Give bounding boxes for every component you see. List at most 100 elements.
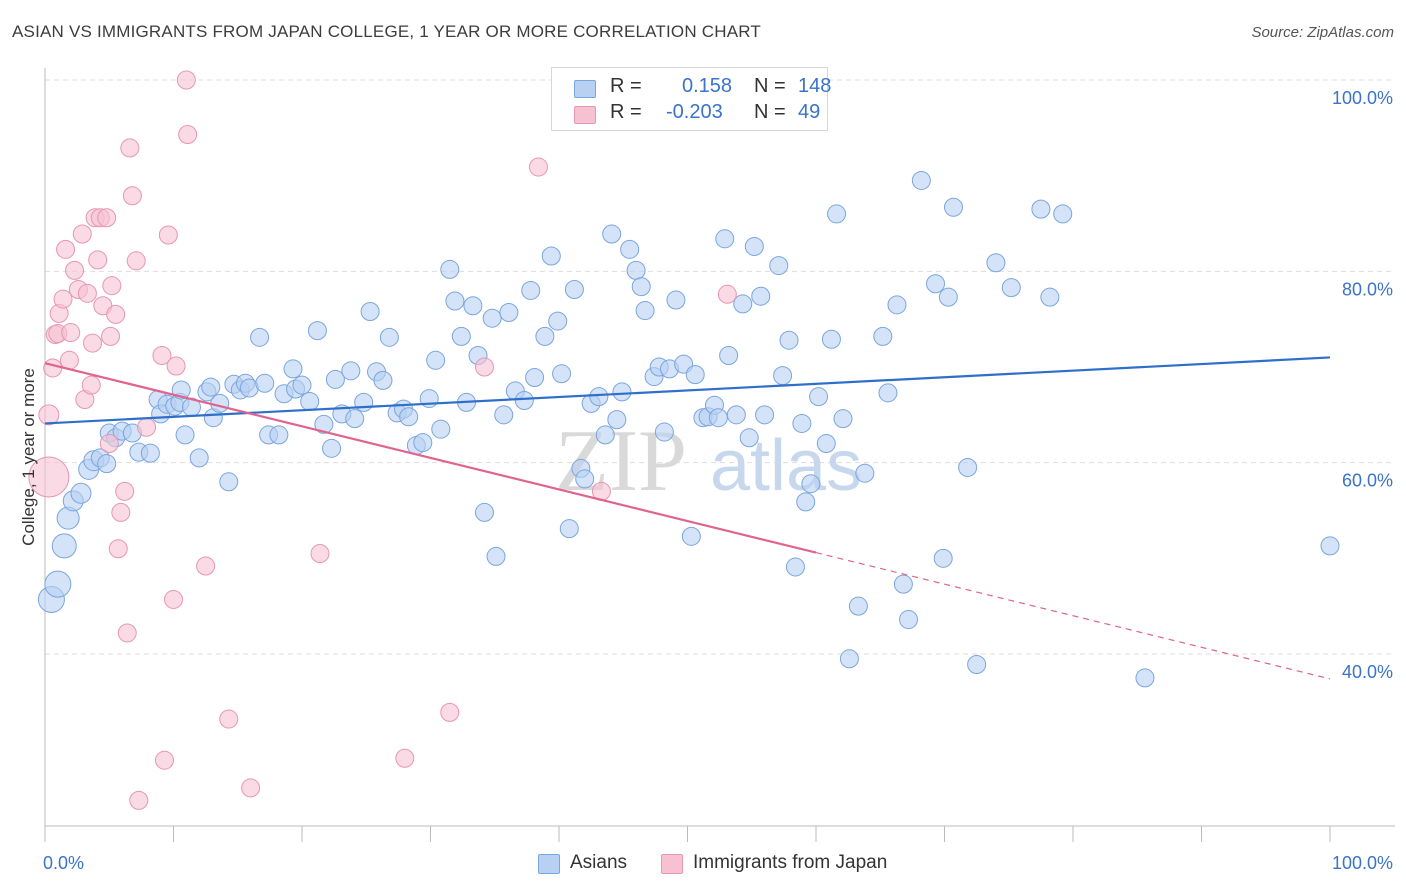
point-asians: [769, 256, 789, 276]
legend-r-value-asians: 0.158: [682, 75, 733, 97]
point-japan: [129, 790, 149, 810]
point-japan: [241, 778, 261, 798]
point-asians: [201, 377, 221, 397]
legend-r-value-japan: -0.203: [666, 101, 723, 123]
point-asians: [269, 425, 289, 445]
point-asians: [140, 443, 160, 463]
point-japan: [176, 70, 196, 90]
point-asians: [631, 277, 651, 297]
point-asians: [255, 373, 275, 393]
point-asians: [219, 472, 239, 492]
point-asians: [911, 170, 931, 190]
point-japan: [72, 224, 92, 244]
point-asians: [926, 274, 946, 294]
point-asians: [494, 405, 514, 425]
point-japan: [77, 283, 97, 303]
point-asians: [958, 457, 978, 477]
grid-lines: [45, 79, 1395, 655]
point-japan: [137, 417, 157, 437]
point-asians: [938, 287, 958, 307]
y-tick-label: 80.0%: [1342, 279, 1393, 299]
point-japan: [196, 556, 216, 576]
y-tick-label: 100.0%: [1332, 88, 1393, 108]
source-credit: Source: ZipAtlas.com: [1251, 24, 1394, 41]
point-asians: [1031, 199, 1051, 219]
point-japan: [97, 208, 117, 228]
point-japan: [111, 502, 131, 522]
x-tick-label: 0.0%: [43, 853, 84, 873]
point-asians: [463, 296, 483, 316]
point-asians: [681, 526, 701, 546]
legend-n-label: N =: [754, 75, 786, 97]
point-asians: [666, 290, 686, 310]
point-asians: [654, 422, 674, 442]
series-japan: [28, 70, 737, 810]
y-axis-label: College, 1 year or more: [19, 368, 38, 546]
point-japan: [28, 456, 70, 498]
point-asians: [552, 364, 572, 384]
point-asians: [773, 366, 793, 386]
point-asians: [751, 286, 771, 306]
point-asians: [1053, 204, 1073, 224]
trend-line-japan-extrapolated: [815, 552, 1331, 680]
point-asians: [607, 410, 627, 430]
point-asians: [575, 469, 595, 489]
trend-line-japan: [44, 362, 817, 554]
point-asians: [250, 327, 270, 347]
point-asians: [525, 368, 545, 388]
point-japan: [122, 186, 142, 206]
point-asians: [893, 574, 913, 594]
point-japan: [65, 260, 85, 280]
point-asians: [413, 433, 433, 453]
point-japan: [155, 750, 175, 770]
point-asians: [986, 253, 1006, 273]
point-asians: [755, 405, 775, 425]
point-japan: [81, 375, 101, 395]
point-asians: [715, 229, 735, 249]
point-asians: [341, 361, 361, 381]
legend-box: R = 0.158 N = 148 R = -0.203 N = 49: [551, 67, 831, 131]
axes: [44, 68, 1395, 842]
watermark: ZIP atlas: [555, 413, 862, 510]
point-asians: [559, 519, 579, 539]
point-japan: [440, 702, 460, 722]
point-asians: [486, 546, 506, 566]
point-asians: [70, 482, 92, 504]
point-asians: [612, 382, 632, 402]
point-asians: [1320, 536, 1340, 556]
point-asians: [595, 425, 615, 445]
point-japan: [219, 709, 239, 729]
point-asians: [878, 383, 898, 403]
point-japan: [38, 404, 60, 426]
point-asians: [809, 387, 829, 407]
point-asians: [726, 405, 746, 425]
point-japan: [717, 284, 737, 304]
point-asians: [189, 448, 209, 468]
series-asians: [37, 170, 1340, 688]
point-japan: [83, 333, 103, 353]
point-asians: [499, 302, 519, 322]
point-asians: [839, 649, 859, 669]
point-asians: [474, 502, 494, 522]
point-asians: [685, 365, 705, 385]
point-asians: [379, 327, 399, 347]
point-asians: [300, 391, 320, 411]
point-japan: [108, 539, 128, 559]
point-asians: [292, 375, 312, 395]
point-asians: [779, 330, 799, 350]
point-asians: [602, 224, 622, 244]
point-asians: [887, 295, 907, 315]
point-japan: [102, 276, 122, 296]
point-asians: [933, 548, 953, 568]
point-asians: [399, 407, 419, 427]
trend-lines: [44, 356, 1331, 680]
point-asians: [44, 570, 72, 598]
point-asians: [785, 557, 805, 577]
y-tick-label: 40.0%: [1342, 662, 1393, 682]
point-asians: [445, 291, 465, 311]
chart-title: ASIAN VS IMMIGRANTS FROM JAPAN COLLEGE, …: [12, 22, 761, 41]
point-asians: [322, 438, 342, 458]
point-asians: [307, 321, 327, 341]
x-tick-label: 100.0%: [1332, 853, 1393, 873]
